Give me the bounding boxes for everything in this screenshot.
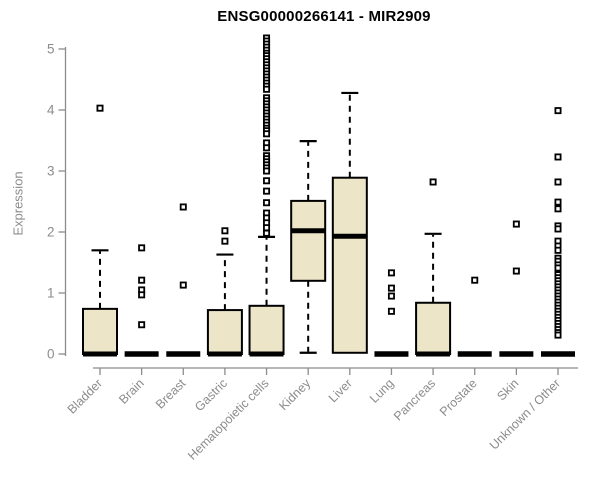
x-axis-label-gastric: Gastric — [192, 376, 230, 414]
outlier-point-breast — [179, 203, 187, 211]
outlier-point-unknown-other — [554, 264, 562, 272]
outlier-point-pancreas — [429, 178, 437, 186]
outlier-point-brain — [138, 276, 146, 284]
outlier-point-unknown-other — [554, 107, 562, 115]
x-axis-label-unknown-other: Unknown / Other — [487, 376, 563, 452]
outlier-point-unknown-other — [554, 198, 562, 206]
outlier-point-skin — [512, 220, 520, 228]
outlier-point-unknown-other — [554, 205, 562, 213]
outlier-point-brain — [138, 244, 146, 252]
y-axis-tick-label: 1 — [47, 286, 55, 301]
collapsed-box-unknown-other — [541, 351, 575, 357]
x-axis-label-kidney: Kidney — [276, 376, 313, 413]
y-axis-tick-label: 5 — [47, 42, 55, 57]
outlier-point-hematopoietic-cells — [263, 144, 271, 152]
outlier-point-lung — [387, 284, 395, 292]
outlier-point-hematopoietic-cells — [263, 229, 271, 237]
outlier-point-gastric — [221, 237, 229, 245]
y-axis-tick-label: 4 — [47, 103, 55, 118]
outlier-point-unknown-other — [554, 153, 562, 161]
outlier-point-gastric — [221, 227, 229, 235]
outlier-point-unknown-other — [554, 246, 562, 254]
box-pancreas — [415, 301, 452, 356]
chart-title: ENSG00000266141 - MIR2909 — [217, 8, 431, 25]
y-axis-tick-label: 3 — [47, 164, 55, 179]
outlier-point-unknown-other — [554, 178, 562, 186]
y-axis-tick-label: 2 — [47, 225, 55, 240]
x-axis-label-lung: Lung — [367, 376, 397, 406]
outlier-point-brain — [138, 291, 146, 299]
box-hematopoietic-cells — [248, 304, 285, 355]
outlier-point-hematopoietic-cells — [263, 167, 271, 175]
outlier-point-hematopoietic-cells — [263, 224, 271, 232]
outlier-point-unknown-other — [554, 225, 562, 233]
outlier-point-lung — [387, 292, 395, 300]
outlier-point-bladder — [96, 104, 104, 112]
outlier-point-hematopoietic-cells — [263, 187, 271, 195]
y-axis-tick-label: 0 — [47, 347, 55, 362]
collapsed-box-breast — [166, 351, 201, 357]
collapsed-box-lung — [374, 351, 409, 357]
outlier-point-brain — [138, 321, 146, 329]
outlier-point-breast — [179, 281, 187, 289]
x-axis-label-breast: Breast — [153, 376, 189, 412]
x-axis-label-prostate: Prostate — [437, 376, 480, 419]
collapsed-box-prostate — [457, 351, 492, 357]
x-axis-label-bladder: Bladder — [65, 376, 105, 416]
outlier-point-prostate — [471, 276, 479, 284]
x-axis-label-brain: Brain — [116, 376, 147, 407]
box-liver — [331, 176, 368, 354]
outlier-point-hematopoietic-cells — [263, 85, 271, 93]
outlier-point-hematopoietic-cells — [263, 199, 271, 207]
box-kidney — [290, 199, 327, 282]
x-axis-label-hematopoietic-cells: Hematopoietic cells — [185, 376, 272, 463]
x-axis-label-liver: Liver — [326, 376, 355, 405]
box-bladder — [82, 307, 118, 355]
outlier-point-lung — [387, 307, 395, 315]
collapsed-box-brain — [124, 351, 159, 357]
outlier-point-hematopoietic-cells — [263, 177, 271, 185]
outlier-point-skin — [512, 267, 520, 275]
outlier-point-hematopoietic-cells — [263, 130, 271, 138]
x-axis-label-pancreas: Pancreas — [391, 376, 438, 423]
collapsed-box-skin — [499, 351, 534, 357]
outlier-point-unknown-other — [554, 331, 562, 339]
box-gastric — [206, 309, 243, 355]
outlier-point-lung — [387, 269, 395, 277]
x-axis-label-skin: Skin — [494, 376, 521, 403]
